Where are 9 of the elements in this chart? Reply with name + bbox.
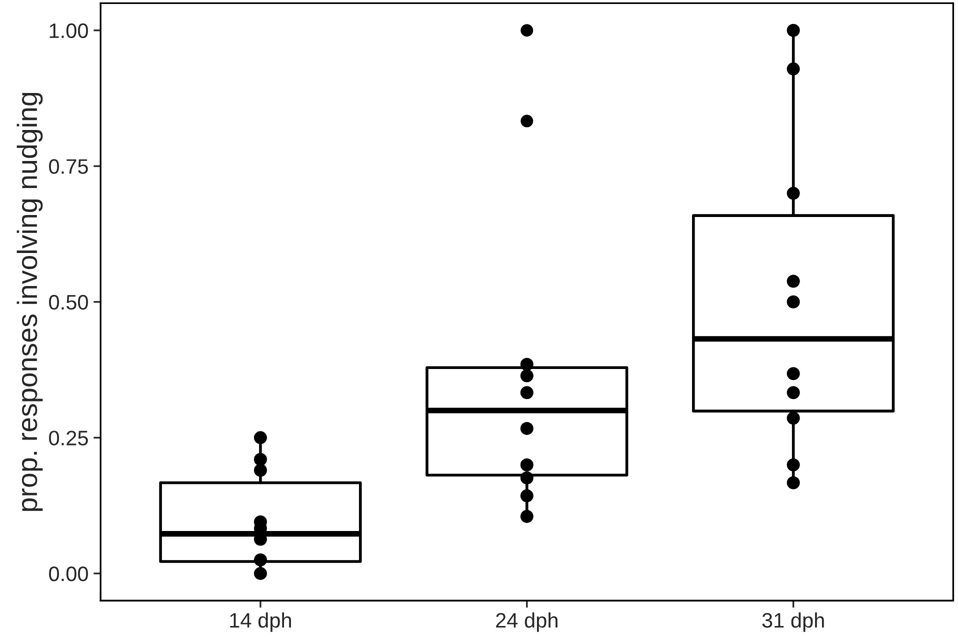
y-axis-title: prop. responses involving nudging <box>16 92 43 511</box>
x-tick-label: 31 dph <box>762 612 824 632</box>
y-tick-label: 1.00 <box>50 23 88 38</box>
y-tick-label: 0.00 <box>49 566 88 582</box>
y-tick-label: 0.75 <box>49 159 88 174</box>
y-tick-label: 0.25 <box>49 430 88 446</box>
x-tick-label: 24 dph <box>496 612 558 632</box>
x-tick-label: 14 dph <box>230 612 291 632</box>
y-tick-label: 0.50 <box>49 294 88 310</box>
